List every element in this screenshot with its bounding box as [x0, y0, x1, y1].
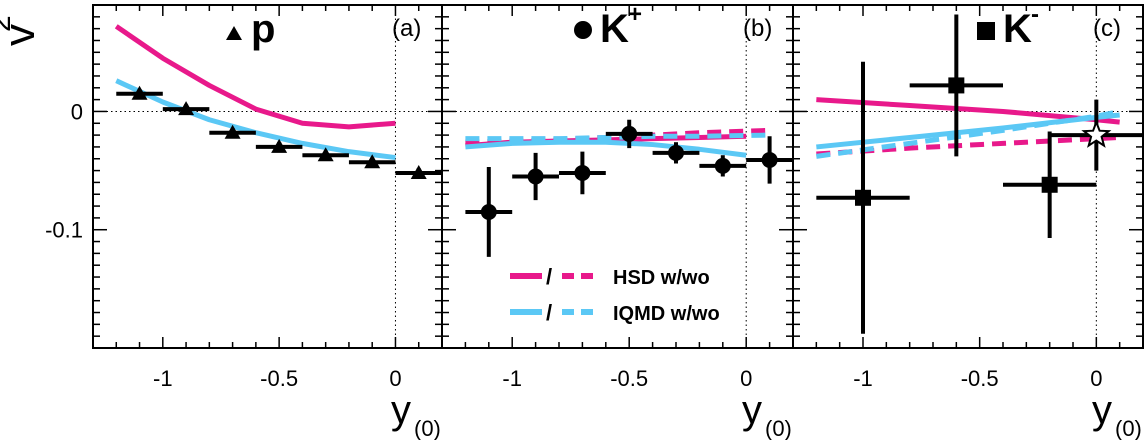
- particle-label: K: [600, 7, 629, 51]
- data-point-star: [1081, 119, 1112, 148]
- legend-label: IQMD w/wo: [613, 303, 720, 325]
- y-tick-label: -0.1: [45, 218, 83, 243]
- legend-separator: /: [546, 264, 552, 289]
- x-tick-label: 0: [389, 366, 401, 391]
- panel-frame: [792, 4, 1144, 349]
- legend-separator: /: [546, 300, 552, 325]
- y-axis-title: v 2: [0, 15, 44, 46]
- x-axis-title-sub: (0): [765, 416, 792, 440]
- iqmd-dashed-curve: [465, 132, 770, 142]
- y-axis-title-sub: 2: [0, 15, 17, 32]
- x-tick-label: 0: [740, 366, 752, 391]
- x-tick-label: -1: [153, 366, 173, 391]
- data-point-circle: [480, 203, 497, 220]
- data-point-triangle: [271, 138, 288, 153]
- iqmd-solid-curve: [465, 139, 747, 158]
- data-point-circle: [574, 164, 591, 181]
- data-point-triangle: [410, 164, 427, 179]
- x-tick-label: -0.5: [260, 366, 298, 391]
- square-marker-icon: [977, 22, 995, 40]
- circle-marker-icon: [574, 21, 592, 39]
- data-point-triangle: [364, 154, 381, 169]
- panel-label: (a): [392, 15, 421, 42]
- legend-entry: / HSD w/wo: [510, 264, 710, 289]
- panel-frame: [92, 4, 443, 349]
- particle-charge: -: [1031, 1, 1039, 28]
- x-tick-label: -0.5: [961, 366, 999, 391]
- panel-label: (c): [1093, 15, 1121, 42]
- x-tick-label: 0: [1090, 366, 1102, 391]
- triangle-marker-icon: [226, 26, 242, 40]
- data-point-square: [855, 189, 871, 206]
- iqmd-dashed-curve: [815, 108, 1121, 159]
- data-point-circle: [527, 168, 544, 185]
- x-axis-title-sub: (0): [1115, 416, 1142, 440]
- particle-label: K: [1003, 7, 1032, 51]
- x-axis-title: y: [1092, 388, 1112, 432]
- panel-1: -1 -0.5 0y (0) (b) K + / HSD w/wo / IQMD w/wo: [441, 1, 794, 440]
- data-point-square: [1041, 176, 1058, 193]
- panel-2: -1 -0.5 0y (0) (c) K -: [792, 1, 1144, 440]
- particle-charge: +: [628, 1, 642, 28]
- data-point-square: [948, 77, 965, 94]
- legend-label: HSD w/wo: [613, 267, 710, 289]
- legend-entry: / IQMD w/wo: [510, 300, 720, 325]
- x-tick-label: -1: [853, 366, 873, 391]
- data-point-circle: [621, 125, 638, 142]
- data-point-triangle: [178, 101, 195, 116]
- data-point-circle: [668, 144, 684, 161]
- hsd-solid-curve: [114, 24, 396, 130]
- hsd-dashed-curve: [816, 134, 1120, 157]
- data-point-triangle: [224, 124, 241, 139]
- y-axis-title-main: v: [0, 24, 44, 46]
- x-axis-title: y: [742, 388, 762, 432]
- x-tick-label: -0.5: [610, 366, 648, 391]
- legend: / HSD w/wo / IQMD w/wo: [510, 264, 720, 325]
- data-point-circle: [761, 151, 778, 168]
- x-axis-title-sub: (0): [414, 416, 441, 440]
- particle-label: p: [251, 7, 275, 51]
- data-point-circle: [714, 157, 731, 174]
- panels: -1 -0.5 00-0.1y (0)(a)p-1 -0.5 0y (0)(b)K +/HSD…: [45, 1, 1144, 440]
- panel-frame: [441, 4, 794, 349]
- x-axis-title: y: [391, 388, 411, 432]
- panel-0: -1 -0.5 0 0 -0.1 y (0) (a) p: [45, 4, 443, 440]
- x-tick-label: -1: [502, 366, 522, 391]
- y-tick-label: 0: [71, 99, 83, 124]
- hsd-solid-curve: [816, 97, 1120, 125]
- panel-label: (b): [743, 15, 772, 42]
- data-point-triangle: [131, 85, 148, 100]
- data-point-triangle: [317, 147, 334, 162]
